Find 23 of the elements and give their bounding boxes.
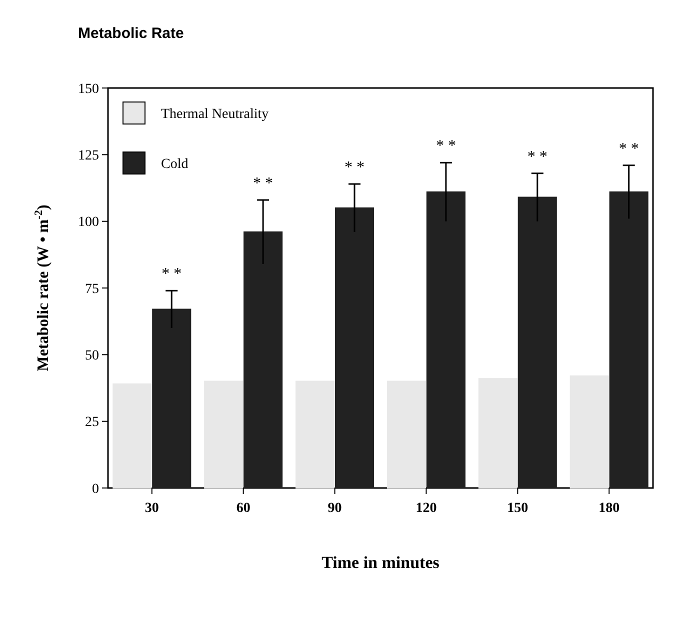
annotation: * * xyxy=(527,148,548,166)
x-tick-label: 60 xyxy=(236,501,250,516)
annotation: * * xyxy=(344,159,364,176)
x-tick-label: 30 xyxy=(144,501,159,516)
y-tick-label: 150 xyxy=(78,82,99,97)
annotation: * * xyxy=(162,266,182,283)
y-tick-label: 75 xyxy=(85,282,99,297)
y-tick-label: 50 xyxy=(85,348,99,364)
x-tick-label: 120 xyxy=(416,501,437,516)
y-tick-label: 125 xyxy=(78,148,99,164)
x-tick-label: 150 xyxy=(507,501,528,516)
annotation: * * xyxy=(253,175,274,192)
y-tick-label: 100 xyxy=(78,215,99,230)
x-tick-label: 180 xyxy=(598,501,620,516)
legend-label: Cold xyxy=(161,156,188,172)
legend-label: Thermal Neutrality xyxy=(161,106,269,122)
annotation: * * xyxy=(618,140,639,158)
y-tick-label: 25 xyxy=(85,415,99,430)
chart-title: Metabolic Rate xyxy=(78,25,184,42)
x-tick-label: 90 xyxy=(328,501,342,516)
y-tick-label: 0 xyxy=(92,482,99,497)
annotation: * * xyxy=(436,138,456,155)
x-axis-title: Time in minutes xyxy=(322,553,440,572)
